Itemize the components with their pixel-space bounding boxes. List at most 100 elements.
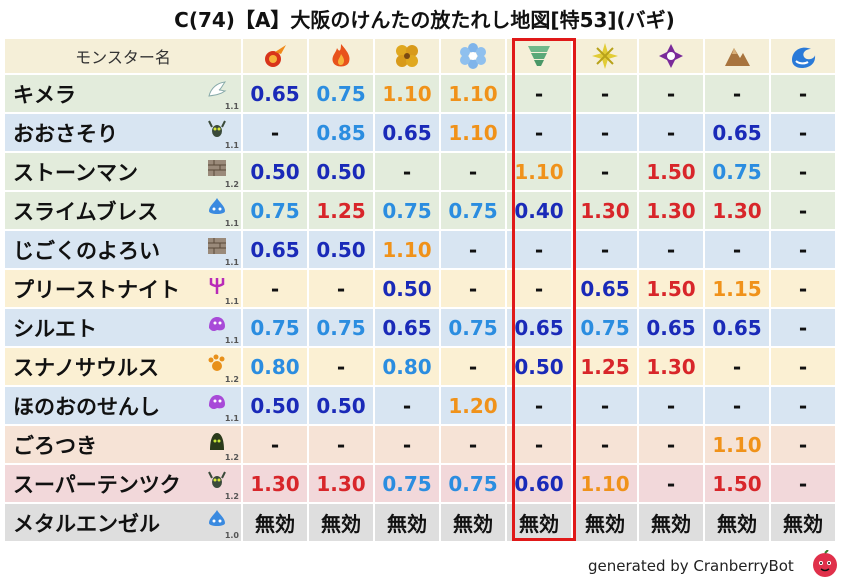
paw-icon bbox=[207, 353, 227, 373]
brick-icon bbox=[207, 236, 227, 256]
resistance-value: - bbox=[309, 348, 373, 385]
resistance-value: - bbox=[375, 153, 439, 190]
monster-name: スーパーテンツク bbox=[13, 472, 181, 497]
table-row: スナノサウルス 1.2 0.80-0.80-0.50 1.25 1.30- - bbox=[5, 348, 835, 385]
resistance-value: 無効 bbox=[243, 504, 307, 541]
monster-name-cell: おおさそり 1.1 bbox=[5, 114, 241, 151]
resistance-value: 1.30 bbox=[309, 465, 373, 502]
table-row: おおさそり 1.1-0.85 0.65 1.10- - -0.65- bbox=[5, 114, 835, 151]
resistance-value: - bbox=[639, 114, 703, 151]
table-row: シルエト 1.1 0.75 0.75 0.65 0.75 0.65 0.75 0.65 0.65- bbox=[5, 309, 835, 346]
table-row: プリーストナイト 1.1- -0.50- -0.65 1.50 1.15- bbox=[5, 270, 835, 307]
monster-level: 1.2 bbox=[224, 375, 239, 384]
monster-name-cell: シルエト 1.1 bbox=[5, 309, 241, 346]
resistance-value: 1.30 bbox=[639, 348, 703, 385]
resistance-value: - bbox=[771, 387, 835, 424]
monster-name-cell: ほのおのせんし 1.1 bbox=[5, 387, 241, 424]
resistance-value: 無効 bbox=[771, 504, 835, 541]
resistance-value: 0.40 bbox=[507, 192, 571, 229]
resistance-value: 1.10 bbox=[573, 465, 637, 502]
resistance-value: 0.50 bbox=[243, 387, 307, 424]
monster-name: じごくのよろい bbox=[13, 238, 160, 263]
resistance-value: 0.80 bbox=[375, 348, 439, 385]
resistance-value: 無効 bbox=[573, 504, 637, 541]
hood-icon bbox=[207, 431, 227, 451]
resistance-value: - bbox=[705, 387, 769, 424]
resistance-value: - bbox=[705, 348, 769, 385]
table-row: スライムブレス 1.1 0.75 1.25 0.75 0.75 0.40 1.30 1.30 1.… bbox=[5, 192, 835, 229]
resistance-value: 0.50 bbox=[309, 387, 373, 424]
monster-name: キメラ bbox=[13, 82, 76, 107]
resistance-value: - bbox=[771, 231, 835, 268]
resistance-value: 1.10 bbox=[441, 75, 505, 112]
resistance-value: 1.30 bbox=[573, 192, 637, 229]
resistance-table: モンスター名 bbox=[3, 37, 837, 543]
resistance-value: 0.65 bbox=[507, 309, 571, 346]
monster-level: 1.1 bbox=[224, 102, 239, 111]
monster-level: 1.2 bbox=[224, 492, 239, 501]
name-column-header: モンスター名 bbox=[5, 39, 241, 73]
resistance-value: - bbox=[441, 348, 505, 385]
footer-credit: generated by CranberryBot bbox=[588, 557, 794, 575]
table-row: ストーンマン 1.2 0.50 0.50- -1.10-1.50 0.75- bbox=[5, 153, 835, 190]
light-icon bbox=[573, 39, 637, 73]
resistance-value: - bbox=[573, 114, 637, 151]
resistance-value: 0.65 bbox=[243, 231, 307, 268]
resistance-value: 0.75 bbox=[243, 309, 307, 346]
resistance-value: - bbox=[441, 153, 505, 190]
resistance-value: 1.25 bbox=[573, 348, 637, 385]
resistance-value: 1.25 bbox=[309, 192, 373, 229]
monster-level: 1.2 bbox=[224, 453, 239, 462]
resistance-value: - bbox=[507, 387, 571, 424]
resistance-value: - bbox=[507, 114, 571, 151]
header-row: モンスター名 bbox=[5, 39, 835, 73]
resistance-value: 0.75 bbox=[705, 153, 769, 190]
bug-icon bbox=[207, 119, 227, 139]
resistance-value: - bbox=[573, 231, 637, 268]
table-row: ほのおのせんし 1.1 0.50 0.50-1.20- - - - - bbox=[5, 387, 835, 424]
resistance-value: - bbox=[771, 348, 835, 385]
resistance-value: - bbox=[441, 231, 505, 268]
monster-level: 1.1 bbox=[224, 336, 239, 345]
resistance-value: - bbox=[573, 153, 637, 190]
monster-level: 1.1 bbox=[224, 258, 239, 267]
resistance-value: 1.30 bbox=[705, 192, 769, 229]
monster-name-cell: キメラ 1.1 bbox=[5, 75, 241, 112]
wing-icon bbox=[207, 80, 227, 100]
resistance-value: - bbox=[309, 270, 373, 307]
resistance-value: 0.75 bbox=[243, 192, 307, 229]
resistance-value: - bbox=[309, 426, 373, 463]
slime-icon bbox=[207, 197, 227, 217]
resistance-value: 1.10 bbox=[375, 75, 439, 112]
resistance-value: 無効 bbox=[309, 504, 373, 541]
monster-name-cell: スライムブレス 1.1 bbox=[5, 192, 241, 229]
resistance-value: - bbox=[639, 231, 703, 268]
wind-icon bbox=[507, 39, 571, 73]
monster-name-cell: メタルエンゼル 1.0 bbox=[5, 504, 241, 541]
table-row: じごくのよろい 1.1 0.65 0.50 1.10- - - - - - bbox=[5, 231, 835, 268]
resistance-value: 0.50 bbox=[507, 348, 571, 385]
resistance-value: 1.30 bbox=[639, 192, 703, 229]
resistance-value: - bbox=[243, 270, 307, 307]
ghost-icon bbox=[207, 392, 227, 412]
resistance-value: 0.75 bbox=[441, 309, 505, 346]
resistance-value: - bbox=[639, 465, 703, 502]
resistance-value: - bbox=[771, 114, 835, 151]
cranberry-logo-icon bbox=[811, 549, 839, 578]
monster-name-cell: ごろつき 1.2 bbox=[5, 426, 241, 463]
slime-icon bbox=[207, 509, 227, 529]
resistance-value: 0.50 bbox=[309, 153, 373, 190]
resistance-value: 1.30 bbox=[243, 465, 307, 502]
resistance-value: 無効 bbox=[507, 504, 571, 541]
resistance-value: - bbox=[771, 75, 835, 112]
monster-level: 1.1 bbox=[224, 219, 239, 228]
resistance-value: 0.50 bbox=[375, 270, 439, 307]
resistance-value: - bbox=[243, 426, 307, 463]
monster-name: ストーンマン bbox=[13, 160, 138, 185]
resistance-value: 1.20 bbox=[441, 387, 505, 424]
resistance-value: 0.75 bbox=[309, 75, 373, 112]
resistance-value: 1.50 bbox=[639, 270, 703, 307]
resistance-value: - bbox=[573, 426, 637, 463]
resistance-value: - bbox=[573, 387, 637, 424]
resistance-value: 0.50 bbox=[243, 153, 307, 190]
